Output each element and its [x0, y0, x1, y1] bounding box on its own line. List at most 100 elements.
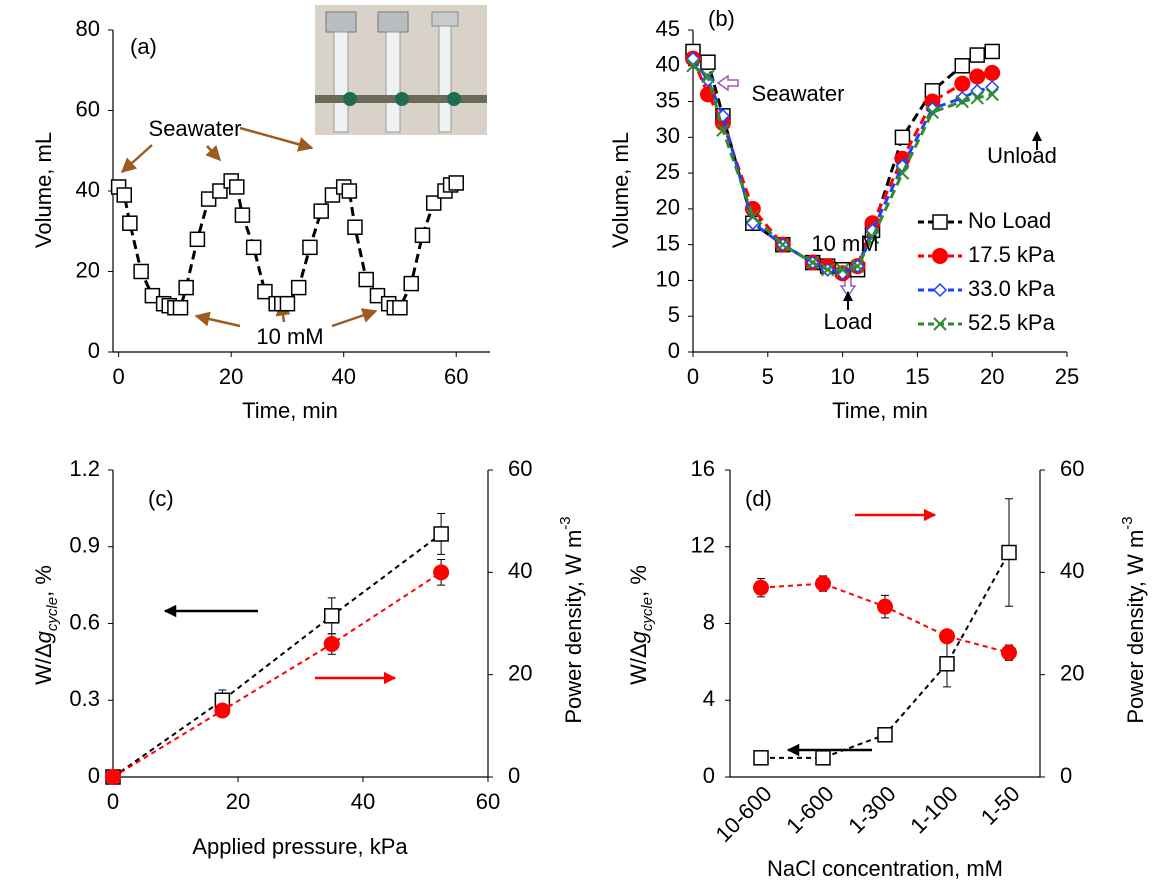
marker-cross: [865, 230, 880, 245]
x-axis-label: NaCl concentration, mM: [767, 856, 1003, 881]
series-line: [761, 552, 1010, 759]
marker-cross: [746, 209, 760, 223]
x-tick-label: 1-100: [905, 781, 962, 838]
marker-square: [403, 275, 419, 292]
marker-circle: [969, 68, 986, 85]
arrows: [120, 74, 1042, 757]
marker-cross: [701, 69, 715, 84]
y-tick-label: 25: [656, 159, 680, 184]
marker-circle: [753, 579, 769, 596]
y-axis-label-part: g: [31, 630, 56, 643]
annotation: Load: [824, 309, 873, 334]
photo-inset: [315, 5, 487, 135]
marker-square: [969, 47, 985, 63]
legend-label: 17.5 kPa: [968, 242, 1056, 267]
y-tick-label: 0: [668, 338, 680, 363]
marker-square: [313, 203, 329, 219]
y2-tick-label: 40: [1060, 558, 1084, 583]
marker-cross: [686, 59, 700, 73]
marker-circle: [105, 769, 121, 785]
annotation: Seawater: [752, 81, 845, 106]
y2-tick-label: 40: [508, 558, 532, 583]
y-axis-label-part: W/Δ: [31, 643, 56, 685]
x-tick-label: 20: [980, 364, 1004, 389]
y-tick-label: 40: [656, 52, 680, 77]
x-tick-label: 60: [476, 789, 500, 814]
y-axis-label-part: W/Δ: [626, 643, 651, 685]
y-axis-label: Volume, mL: [31, 132, 56, 248]
marker-circle: [1001, 644, 1017, 661]
y2-axis-label-part: -3: [1119, 516, 1136, 529]
x-tick-label: 20: [219, 364, 243, 389]
y-axis-label-part: Volume, mL: [608, 132, 633, 248]
legend-label: 33.0 kPa: [968, 276, 1056, 301]
y-tick-label: 20: [76, 257, 100, 282]
y-tick-label: 15: [656, 230, 680, 255]
marker-cross: [716, 123, 730, 137]
y2-axis-label-part: Power density, W m: [561, 530, 586, 724]
marker-square: [122, 215, 138, 231]
y-tick-label: 0.9: [69, 533, 100, 558]
marker-square: [279, 295, 296, 312]
x-axis-label: Time, min: [832, 398, 928, 423]
marker-square: [700, 54, 716, 70]
marker-square: [257, 283, 273, 300]
marker-square: [302, 239, 318, 256]
annotation: Seawater: [149, 116, 242, 141]
y-tick-label: 35: [656, 87, 680, 112]
y-tick-label: 8: [703, 609, 715, 634]
x-axis-label: Applied pressure, kPa: [192, 834, 408, 859]
series-line: [112, 571, 442, 778]
x-tick-label: 15: [905, 364, 929, 389]
marker-square: [1001, 544, 1017, 561]
y-axis-label-part: Volume, mL: [31, 132, 56, 248]
y-axis-label-part: cycle: [44, 597, 61, 631]
marker-square: [144, 287, 161, 304]
annotation: (c): [148, 486, 174, 511]
y-axis-label: W/Δgcycle, %: [31, 565, 62, 685]
y-tick-label: 16: [691, 456, 715, 481]
marker-circle: [815, 575, 831, 592]
x-tick-label: 5: [762, 364, 774, 389]
marker-square: [984, 43, 1000, 60]
y-tick-label: 80: [76, 16, 100, 41]
x-axis-label: Time, min: [242, 398, 338, 423]
marker-square: [229, 179, 245, 195]
y-axis-label: W/Δgcycle, %: [626, 565, 657, 685]
marker-cross: [776, 237, 790, 252]
marker-circle: [323, 635, 340, 652]
y-tick-label: 30: [656, 123, 680, 148]
marker-square: [448, 175, 464, 191]
series-line: [112, 533, 442, 778]
marker-square: [324, 608, 340, 624]
x-tick-label: 25: [1055, 364, 1079, 389]
marker-square: [877, 727, 893, 743]
y-axis-label-part: , %: [626, 565, 651, 597]
y-tick-label: 5: [668, 302, 680, 327]
legend-marker: [932, 214, 948, 230]
annotation: 10 mM: [256, 324, 323, 349]
marker-square: [894, 129, 911, 146]
y-tick-label: 45: [656, 16, 680, 41]
y-axis-label: Volume, mL: [608, 132, 633, 248]
x-tick-label: 0: [107, 789, 119, 814]
y2-axis-label: Power density, W m-3: [557, 516, 585, 723]
y-axis-label-part: cycle: [639, 597, 656, 631]
y-axis-label-part: , %: [31, 565, 56, 597]
marker-cross: [895, 166, 910, 180]
marker-square: [939, 656, 955, 672]
annotation: Unload: [987, 143, 1057, 168]
marker-cross: [970, 91, 984, 105]
y-tick-label: 12: [691, 533, 715, 558]
annotation: (d): [745, 486, 772, 511]
y-tick-label: 0.3: [69, 686, 100, 711]
marker-square: [133, 263, 149, 280]
marker-cross: [925, 105, 940, 119]
x-tick-label: 10: [830, 364, 854, 389]
marker-square: [324, 187, 341, 203]
marker-circle: [433, 564, 450, 581]
marker-cross: [850, 259, 865, 273]
marker-cross: [955, 94, 969, 109]
marker-cross: [805, 255, 820, 270]
y2-tick-label: 60: [508, 456, 532, 481]
